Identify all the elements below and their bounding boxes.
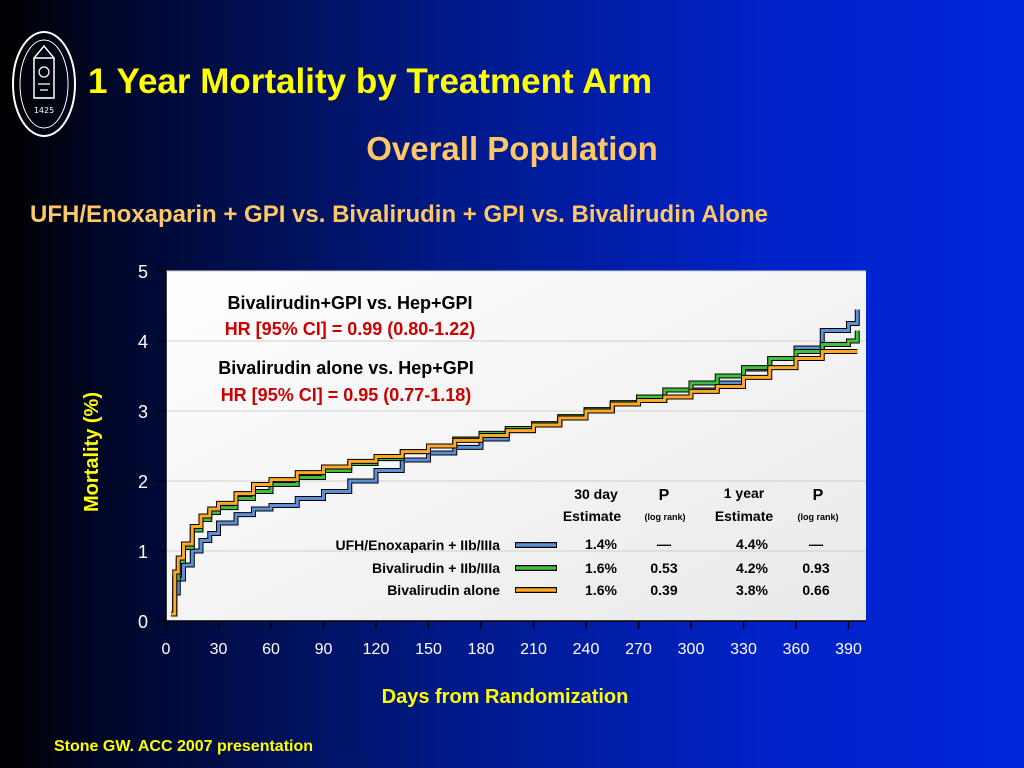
x-tick-label: 150 [415, 641, 442, 658]
thirty-day-p-value: 0.53 [650, 560, 677, 576]
seal-year: 1425 [34, 106, 54, 115]
hr2-title: Bivalirudin alone vs. Hep+GPI [218, 358, 474, 378]
hr1-title: Bivalirudin+GPI vs. Hep+GPI [227, 293, 472, 313]
series-line-2 [171, 350, 858, 616]
col-30day-header: 30 day [574, 486, 618, 502]
university-seal-icon: 1425 [12, 31, 76, 137]
x-tick-label: 210 [520, 641, 547, 658]
col-30day-subheader: Estimate [563, 508, 622, 524]
x-tick-label: 0 [162, 641, 171, 658]
x-tick-label: 90 [315, 641, 333, 658]
y-axis-label: Mortality (%) [81, 392, 103, 512]
comparison-heading: UFH/Enoxaparin + GPI vs. Bivalirudin + G… [30, 201, 768, 228]
x-tick-labels: 0 30 60 90 120 150 180 210 240 270 300 330 360 390 [162, 621, 862, 658]
col-p2-subheader: (log rank) [797, 512, 838, 522]
x-axis-label: Days from Randomization [382, 686, 629, 708]
col-p2-header: P [813, 487, 824, 504]
y-tick-label: 3 [138, 402, 148, 422]
legend-label: Bivalirudin + IIb/IIIa [372, 560, 500, 576]
y-tick-label: 5 [138, 262, 148, 282]
hr1-value: HR [95% CI] = 0.99 (0.80-1.22) [225, 319, 476, 339]
y-tick-label: 4 [138, 332, 148, 352]
x-tick-label: 180 [468, 641, 495, 658]
col-1year-header: 1 year [724, 485, 765, 501]
one-year-p-value: — [809, 536, 823, 552]
y-tick-label: 0 [138, 612, 148, 632]
x-tick-label: 30 [210, 641, 228, 658]
citation-footer: Stone GW. ACC 2007 presentation [54, 738, 314, 755]
y-tick-label: 1 [138, 542, 148, 562]
x-tick-label: 120 [363, 641, 390, 658]
x-tick-label: 330 [730, 641, 757, 658]
x-tick-label: 60 [262, 641, 280, 658]
hr2-value: HR [95% CI] = 0.95 (0.77-1.18) [221, 385, 472, 405]
legend-table: UFH/Enoxaparin + IIb/IIIa 1.4% — 4.4% — Bival… [335, 536, 829, 598]
subtitle-text: Overall Population [366, 130, 658, 167]
x-tick-label: 270 [625, 641, 652, 658]
legend-label: UFH/Enoxaparin + IIb/IIIa [335, 537, 500, 553]
col-1year-subheader: Estimate [715, 508, 774, 524]
thirty-day-estimate: 1.6% [585, 560, 617, 576]
one-year-estimate: 3.8% [736, 582, 768, 598]
one-year-p-value: 0.66 [802, 582, 829, 598]
one-year-estimate: 4.4% [736, 536, 768, 552]
one-year-p-value: 0.93 [802, 560, 829, 576]
thirty-day-p-value: — [657, 536, 671, 552]
plot-area [166, 271, 866, 621]
col-p1-subheader: (log rank) [644, 512, 685, 522]
y-tick-labels: 0 1 2 3 4 5 [138, 262, 166, 632]
y-tick-label: 2 [138, 472, 148, 492]
one-year-estimate: 4.2% [736, 560, 768, 576]
x-tick-label: 240 [573, 641, 600, 658]
thirty-day-p-value: 0.39 [650, 582, 677, 598]
x-tick-label: 360 [783, 641, 810, 658]
thirty-day-estimate: 1.4% [585, 536, 617, 552]
legend-label: Bivalirudin alone [387, 582, 500, 598]
slide-subtitle: Overall Population [0, 130, 1024, 168]
slide-title: 1 Year Mortality by Treatment Arm [88, 62, 653, 101]
x-tick-label: 300 [678, 641, 705, 658]
series-lines [171, 309, 860, 617]
thirty-day-estimate: 1.6% [585, 582, 617, 598]
x-tick-label: 390 [835, 641, 862, 658]
col-p1-header: P [659, 487, 670, 504]
